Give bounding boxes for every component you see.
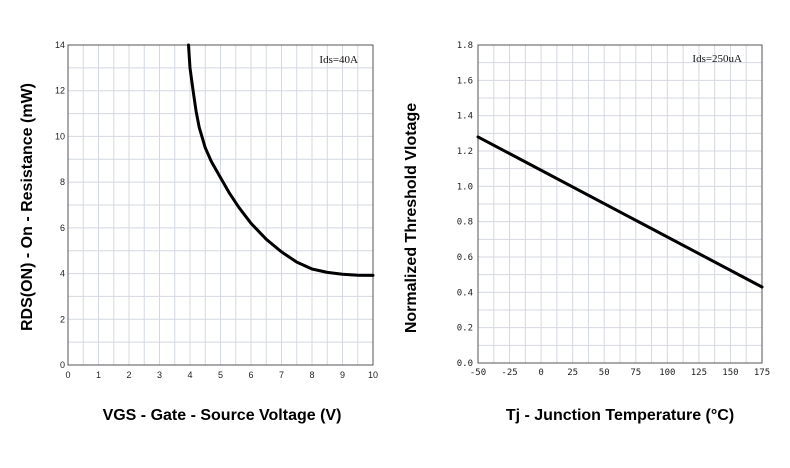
x-tick-label: 0 (538, 368, 543, 378)
x-tick-label: 75 (630, 368, 641, 378)
x-tick-label: 9 (340, 370, 345, 380)
y-axis-title: RDS(ON) - On - Resistance (mW) (19, 83, 36, 331)
y-tick-label: 0 (60, 360, 65, 370)
grid (477, 44, 763, 364)
x-tick-label: 175 (754, 368, 770, 378)
y-tick-label: 1.4 (457, 112, 473, 122)
plot-frame (67, 44, 374, 366)
y-tick-label: 8 (60, 177, 65, 187)
y-tick-label: 2 (60, 314, 65, 324)
condition-annotation: Ids=250uA (692, 53, 742, 65)
y-tick-label: 1.8 (457, 41, 473, 51)
x-tick-label: 8 (309, 370, 314, 380)
x-tick-label: 0 (65, 370, 70, 380)
x-tick-label: 125 (691, 368, 707, 378)
y-tick-label: 1.2 (457, 147, 473, 157)
x-tick-label: 3 (157, 370, 162, 380)
x-tick-label: 2 (126, 370, 131, 380)
y-tick-label: 0.4 (457, 288, 473, 298)
x-axis-title: Tj - Junction Temperature (°C) (506, 407, 734, 424)
y-tick-label: 12 (55, 86, 65, 96)
condition-annotation: Ids=40A (319, 54, 358, 66)
y-tick-label: 0.2 (457, 324, 473, 334)
y-tick-label: 14 (55, 40, 65, 50)
y-tick-label: 10 (55, 131, 65, 141)
x-tick-label: -50 (470, 368, 486, 378)
x-tick-label: 6 (248, 370, 253, 380)
y-axis-title: Normalized Threshold Vlotage (403, 103, 420, 333)
y-tick-label: 6 (60, 223, 65, 233)
series-line (476, 135, 764, 289)
y-tick-label: 0.0 (457, 359, 473, 369)
y-tick-label: 0.6 (457, 253, 473, 263)
x-tick-label: 150 (722, 368, 738, 378)
x-tick-label: 10 (368, 370, 378, 380)
y-tick-label: 1.6 (457, 76, 473, 86)
x-tick-label: -25 (501, 368, 517, 378)
x-axis-title: VGS - Gate - Source Voltage (V) (103, 407, 342, 424)
plot-frame (477, 44, 763, 364)
x-tick-label: 25 (567, 368, 578, 378)
x-tick-label: 100 (659, 368, 675, 378)
y-tick-label: 1.0 (457, 182, 473, 192)
x-tick-label: 5 (218, 370, 223, 380)
y-tick-label: 4 (60, 269, 65, 279)
y-tick-label: 0.8 (457, 218, 473, 228)
x-tick-label: 4 (187, 370, 192, 380)
chart-threshold-vs-temperature: -50 -25 0 25 50 75 100 125 150 175 0.0 0.2 0.4 0.6 0.8… (403, 41, 770, 424)
grid (67, 44, 374, 366)
x-tick-label: 50 (599, 368, 610, 378)
x-tick-label: 1 (96, 370, 101, 380)
x-tick-label: 7 (279, 370, 284, 380)
series-line (187, 43, 375, 277)
